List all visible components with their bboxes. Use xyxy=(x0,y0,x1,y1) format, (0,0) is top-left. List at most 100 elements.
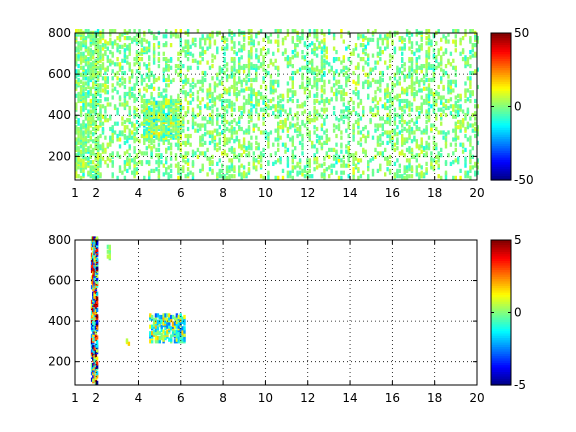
heatmap-cell xyxy=(267,70,270,76)
heatmap-cell xyxy=(238,90,241,95)
colorbar-swatch xyxy=(491,251,511,255)
heatmap-cell xyxy=(347,140,350,145)
heatmap-cell xyxy=(267,112,270,118)
heatmap-cell xyxy=(311,41,314,46)
heatmap-cell xyxy=(342,160,345,165)
heatmap-cell xyxy=(225,98,229,104)
heatmap-cell xyxy=(152,100,156,105)
heatmap-cell xyxy=(335,142,338,147)
heatmap-cell xyxy=(359,43,363,48)
heatmap-cell xyxy=(393,116,397,121)
heatmap-cell xyxy=(464,29,467,34)
heatmap-cell xyxy=(238,57,241,62)
heatmap-cell xyxy=(303,165,307,170)
heatmap-cell xyxy=(325,60,328,65)
heatmap-cell xyxy=(413,97,416,102)
heatmap-cell xyxy=(420,140,423,145)
heatmap-cell xyxy=(320,114,324,119)
heatmap-cell xyxy=(84,36,88,41)
heatmap-cell xyxy=(444,64,448,69)
heatmap-cell xyxy=(432,135,436,140)
heatmap-cell xyxy=(206,46,209,51)
heatmap-cell xyxy=(123,98,127,104)
colorbar-swatch xyxy=(491,53,511,57)
heatmap-cell xyxy=(396,125,399,130)
heatmap-cell xyxy=(181,319,184,324)
heatmap-cell xyxy=(135,69,139,74)
heatmap-cell xyxy=(464,174,467,179)
colorbar-swatch xyxy=(491,60,511,64)
heatmap-cell xyxy=(223,64,226,69)
heatmap-cell xyxy=(186,167,190,172)
heatmap-cell xyxy=(408,100,411,105)
colorbar-swatch xyxy=(491,161,511,165)
colorbar-swatch xyxy=(491,170,511,174)
heatmap-cell xyxy=(420,37,423,42)
heatmap-cell xyxy=(369,105,372,111)
heatmap-cell xyxy=(77,29,80,34)
heatmap-cell xyxy=(92,330,95,335)
heatmap-cell xyxy=(101,43,105,48)
heatmap-cell xyxy=(371,67,375,72)
heatmap-cell xyxy=(313,118,316,123)
colorbar-swatch xyxy=(491,49,511,52)
heatmap-cell xyxy=(92,84,95,90)
heatmap-cell xyxy=(242,137,246,142)
heatmap-cell xyxy=(126,60,129,65)
heatmap-cell xyxy=(427,146,431,151)
heatmap-cell xyxy=(359,116,363,121)
heatmap-cell xyxy=(381,140,384,145)
heatmap-cell xyxy=(425,64,428,69)
heatmap-cell xyxy=(157,161,161,166)
heatmap-cell xyxy=(474,104,477,109)
heatmap-cell xyxy=(96,88,100,93)
heatmap-cell xyxy=(398,102,401,107)
heatmap-cell xyxy=(367,79,370,84)
heatmap-cell xyxy=(255,102,258,107)
heatmap-cell xyxy=(286,160,290,165)
colorbar-swatch xyxy=(491,319,511,323)
heatmap-cell xyxy=(211,114,214,119)
heatmap-cell xyxy=(335,79,338,84)
heatmap-cell xyxy=(408,133,411,139)
heatmap-cell xyxy=(388,53,392,58)
heatmap-cell xyxy=(140,77,144,83)
heatmap-cell xyxy=(367,37,370,42)
heatmap-cell xyxy=(240,79,243,84)
heatmap-cell xyxy=(150,83,153,88)
heatmap-cell xyxy=(262,67,265,72)
heatmap-cell xyxy=(182,128,185,133)
heatmap-cell xyxy=(474,111,477,116)
heatmap-cell xyxy=(379,76,382,81)
heatmap-cell xyxy=(201,133,204,139)
heatmap-cell xyxy=(250,46,253,51)
heatmap-cell xyxy=(301,137,304,142)
heatmap-cell xyxy=(347,133,350,139)
colorbar-swatch xyxy=(491,269,511,273)
heatmap-cell xyxy=(374,65,377,70)
heatmap-cell xyxy=(352,105,355,111)
heatmap-cell xyxy=(393,107,397,112)
heatmap-cell xyxy=(349,111,353,116)
heatmap-cell xyxy=(332,105,336,111)
heatmap-cell xyxy=(469,29,472,34)
colorbar-swatch xyxy=(491,62,511,66)
heatmap-cell xyxy=(93,302,96,308)
heatmap-cell xyxy=(247,140,251,145)
heatmap-cell xyxy=(320,84,324,90)
heatmap-cell xyxy=(464,147,467,152)
heatmap-cell xyxy=(291,98,294,104)
heatmap-cell xyxy=(401,133,404,139)
heatmap-cell xyxy=(157,51,161,56)
heatmap-cell xyxy=(447,153,450,158)
heatmap-cell xyxy=(340,170,343,175)
heatmap-cell xyxy=(151,331,154,336)
heatmap-cell xyxy=(211,64,214,69)
heatmap-cell xyxy=(323,118,326,123)
heatmap-cell xyxy=(374,79,377,84)
heatmap-cell xyxy=(160,100,163,105)
x-tick-label: 4 xyxy=(135,186,143,200)
heatmap-cell xyxy=(242,43,246,48)
heatmap-cell xyxy=(189,65,192,70)
